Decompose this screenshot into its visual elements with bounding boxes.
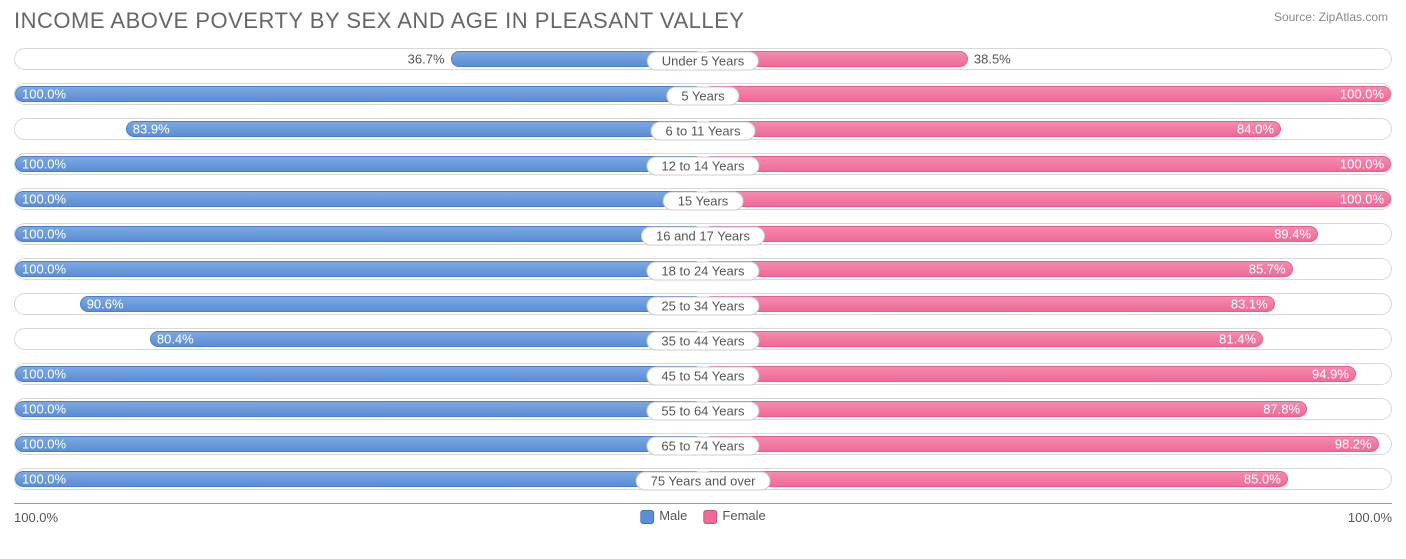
chart-title: INCOME ABOVE POVERTY BY SEX AND AGE IN P… [14, 8, 1392, 34]
male-bar: 100.0% [15, 191, 703, 207]
male-value: 100.0% [22, 227, 66, 242]
female-value: 98.2% [1335, 437, 1372, 452]
bar-row: 100.0% 100.0% 5 Years [14, 83, 1392, 109]
female-value: 83.1% [1231, 297, 1268, 312]
female-bar: 100.0% [703, 191, 1391, 207]
male-value: 36.7% [408, 52, 445, 67]
female-bar: 100.0% [703, 156, 1391, 172]
male-value: 80.4% [157, 332, 194, 347]
female-value: 100.0% [1340, 87, 1384, 102]
bar-row: 36.7% 38.5% Under 5 Years [14, 48, 1392, 74]
female-value: 94.9% [1312, 367, 1349, 382]
male-bar: 100.0% [15, 471, 703, 487]
female-value: 81.4% [1219, 332, 1256, 347]
male-value: 83.9% [133, 122, 170, 137]
female-value: 84.0% [1237, 122, 1274, 137]
legend: Male Female [640, 508, 766, 524]
male-value: 100.0% [22, 262, 66, 277]
bar-row: 100.0% 87.8% 55 to 64 Years [14, 398, 1392, 424]
age-label: 75 Years and over [636, 472, 771, 491]
male-bar: 100.0% [15, 261, 703, 277]
female-swatch-icon [703, 510, 717, 524]
male-swatch-icon [640, 510, 654, 524]
female-bar: 94.9% [703, 366, 1356, 382]
female-value: 87.8% [1263, 402, 1300, 417]
bar-row: 100.0% 98.2% 65 to 74 Years [14, 433, 1392, 459]
male-bar: 90.6% [80, 296, 703, 312]
bar-row: 100.0% 94.9% 45 to 54 Years [14, 363, 1392, 389]
age-label: 5 Years [666, 87, 739, 106]
bar-row: 100.0% 85.7% 18 to 24 Years [14, 258, 1392, 284]
male-bar: 100.0% [15, 366, 703, 382]
male-bar: 100.0% [15, 226, 703, 242]
female-value: 85.0% [1244, 472, 1281, 487]
male-bar: 100.0% [15, 156, 703, 172]
age-label: 18 to 24 Years [646, 262, 759, 281]
male-value: 100.0% [22, 157, 66, 172]
female-value: 38.5% [974, 52, 1011, 67]
female-bar: 87.8% [703, 401, 1307, 417]
female-value: 85.7% [1249, 262, 1286, 277]
x-axis: 100.0% Male Female 100.0% [14, 503, 1392, 539]
male-value: 100.0% [22, 87, 66, 102]
female-value: 89.4% [1274, 227, 1311, 242]
female-value: 100.0% [1340, 192, 1384, 207]
age-label: 15 Years [663, 192, 744, 211]
female-bar: 100.0% [703, 86, 1391, 102]
axis-tick-right: 100.0% [1348, 510, 1392, 525]
female-bar: 85.7% [703, 261, 1293, 277]
female-bar: 85.0% [703, 471, 1288, 487]
female-bar: 83.1% [703, 296, 1275, 312]
bar-row: 100.0% 100.0% 12 to 14 Years [14, 153, 1392, 179]
male-value: 90.6% [87, 297, 124, 312]
age-label: 16 and 17 Years [641, 227, 765, 246]
legend-item-male: Male [640, 508, 687, 524]
bar-row: 90.6% 83.1% 25 to 34 Years [14, 293, 1392, 319]
bar-row: 100.0% 89.4% 16 and 17 Years [14, 223, 1392, 249]
male-value: 100.0% [22, 367, 66, 382]
age-label: 55 to 64 Years [646, 402, 759, 421]
male-bar: 100.0% [15, 436, 703, 452]
age-label: Under 5 Years [647, 52, 759, 71]
bar-row: 80.4% 81.4% 35 to 44 Years [14, 328, 1392, 354]
male-bar: 80.4% [150, 331, 703, 347]
female-bar: 81.4% [703, 331, 1263, 347]
bar-row: 83.9% 84.0% 6 to 11 Years [14, 118, 1392, 144]
bar-row: 100.0% 85.0% 75 Years and over [14, 468, 1392, 494]
bar-row: 100.0% 100.0% 15 Years [14, 188, 1392, 214]
age-label: 25 to 34 Years [646, 297, 759, 316]
male-bar: 83.9% [126, 121, 703, 137]
diverging-bar-chart: 36.7% 38.5% Under 5 Years 100.0% 100.0% 5 Yea… [14, 48, 1392, 494]
male-bar: 100.0% [15, 401, 703, 417]
female-bar: 98.2% [703, 436, 1379, 452]
source-attribution: Source: ZipAtlas.com [1274, 10, 1388, 24]
male-value: 100.0% [22, 472, 66, 487]
legend-male-label: Male [659, 508, 687, 523]
age-label: 45 to 54 Years [646, 367, 759, 386]
legend-female-label: Female [722, 508, 765, 523]
female-bar: 84.0% [703, 121, 1281, 137]
male-value: 100.0% [22, 437, 66, 452]
male-bar: 100.0% [15, 86, 703, 102]
axis-tick-left: 100.0% [14, 510, 58, 525]
legend-item-female: Female [703, 508, 765, 524]
female-value: 100.0% [1340, 157, 1384, 172]
age-label: 6 to 11 Years [651, 122, 756, 141]
male-value: 100.0% [22, 192, 66, 207]
female-bar: 89.4% [703, 226, 1318, 242]
male-value: 100.0% [22, 402, 66, 417]
age-label: 65 to 74 Years [646, 437, 759, 456]
age-label: 35 to 44 Years [646, 332, 759, 351]
age-label: 12 to 14 Years [646, 157, 759, 176]
